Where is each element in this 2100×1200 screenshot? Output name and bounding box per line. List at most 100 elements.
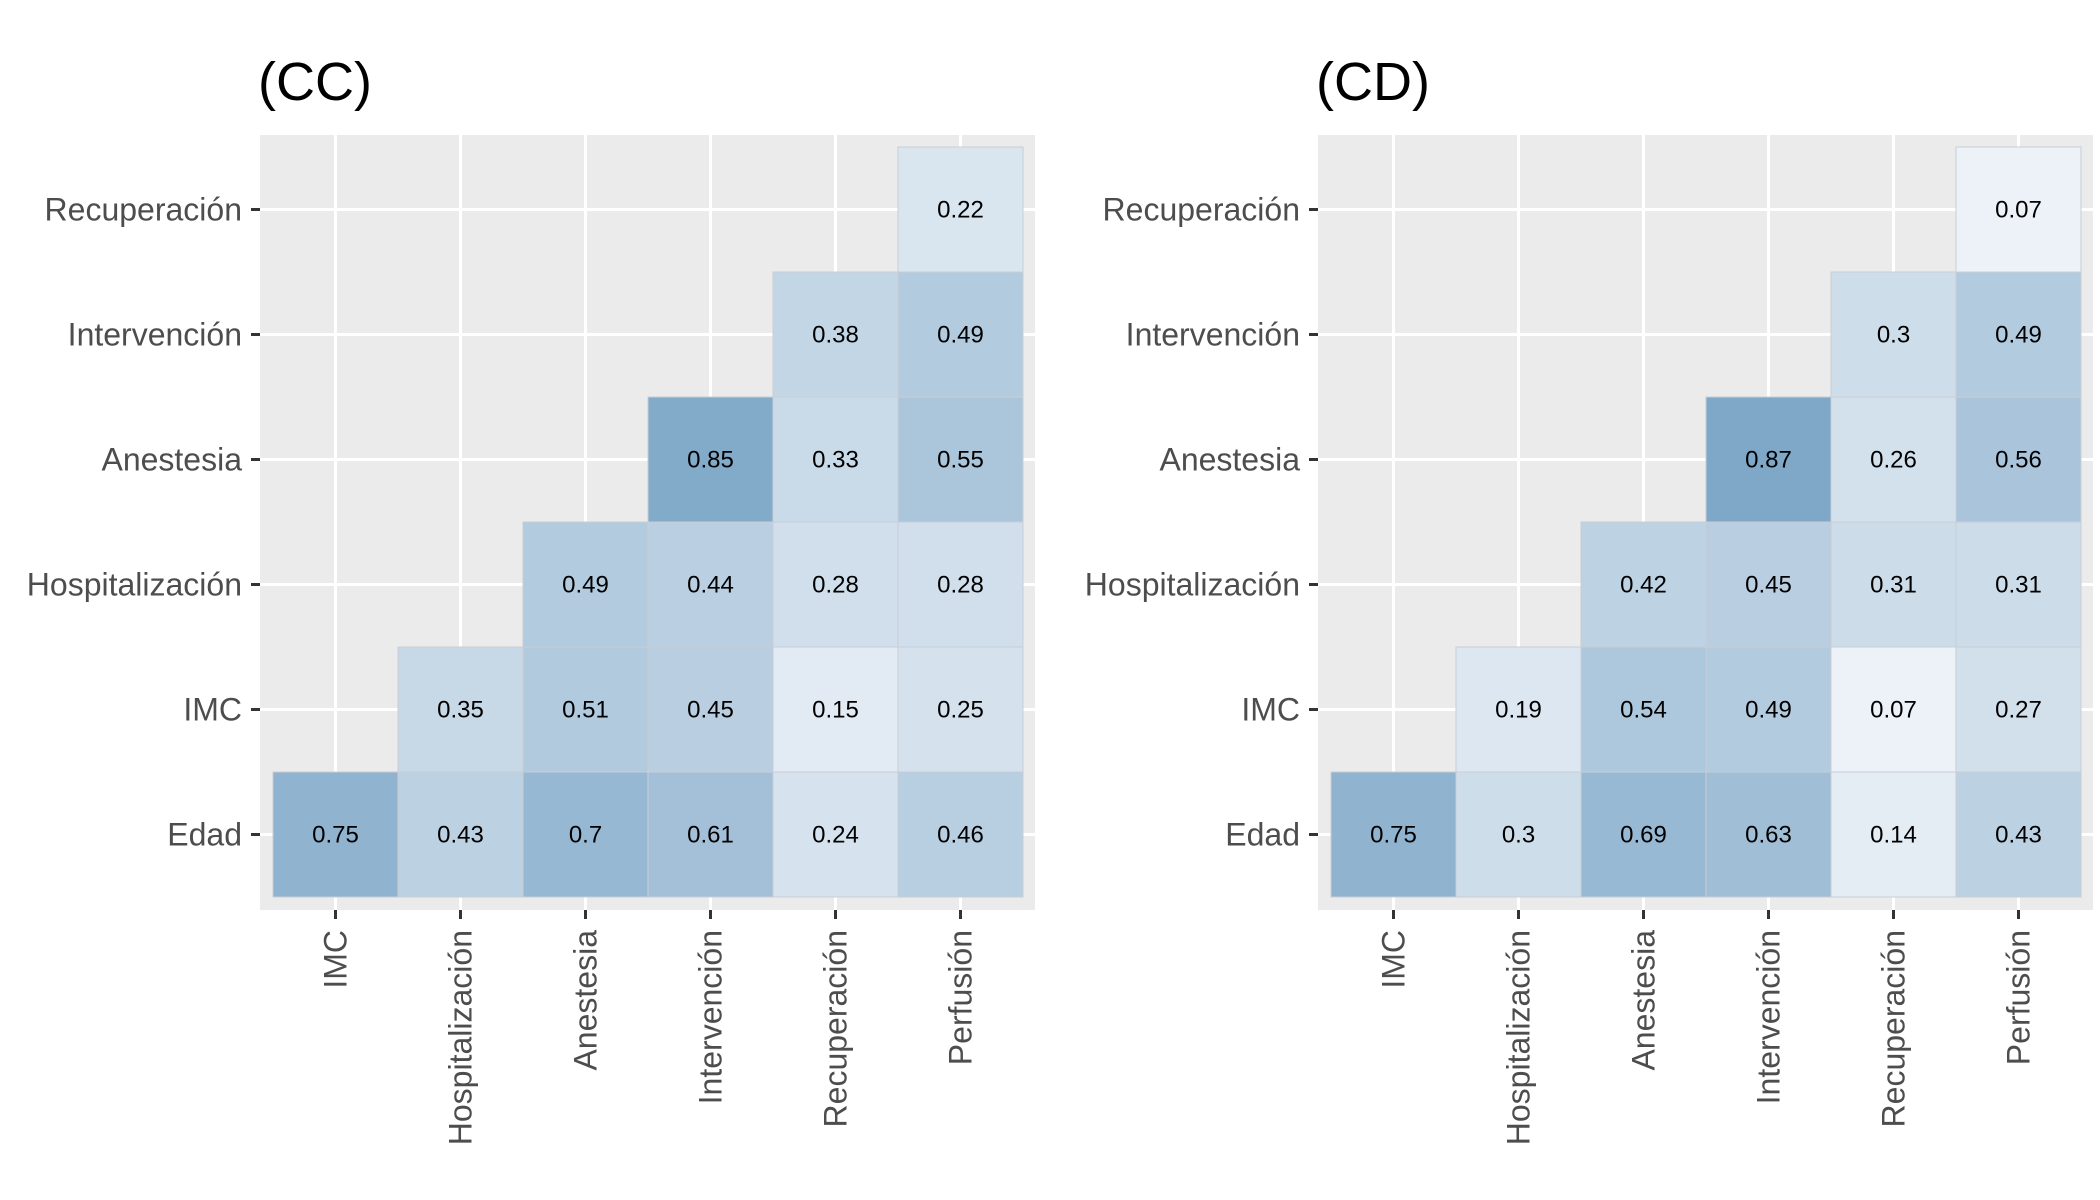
- cell-value-label: 0.44: [687, 572, 734, 599]
- y-tick-label-recuperacion: Recuperación: [1103, 192, 1300, 228]
- cell-value-label: 0.75: [1370, 822, 1417, 849]
- x-tick-label-imc: IMC: [318, 930, 354, 989]
- heatmap-cell: [897, 396, 1024, 523]
- cell-value-label: 0.31: [1995, 572, 2042, 599]
- heatmap-cell: [897, 521, 1024, 648]
- y-tick-label-recuperacion: Recuperación: [45, 192, 242, 228]
- cell-value-label: 0.45: [687, 697, 734, 724]
- heatmap-cell: [1580, 646, 1707, 773]
- cell-value-label: 0.85: [687, 447, 734, 474]
- cell-value-label: 0.69: [1620, 822, 1667, 849]
- x-tick-label-perfusion: Perfusión: [2001, 930, 2037, 1065]
- cell-value-label: 0.51: [562, 697, 609, 724]
- cell-value-label: 0.61: [687, 822, 734, 849]
- heatmap-cell: [897, 271, 1024, 398]
- heatmap-panel-cd: (CD) 0.75 0.3 0.69 0.63 0.14 0.43 0.19 0.54 0.49 0…: [1085, 52, 2093, 1145]
- cell-value-label: 0.42: [1620, 572, 1667, 599]
- cell-value-label: 0.28: [937, 572, 984, 599]
- y-tick-label-hospitalizacion: Hospitalización: [1085, 567, 1300, 603]
- y-tick-label-edad: Edad: [1225, 817, 1300, 853]
- heatmap-cell: [272, 771, 399, 898]
- heatmap-cell: [772, 521, 899, 648]
- cell-value-label: 0.43: [1995, 822, 2042, 849]
- heatmap-cell: [1830, 271, 1957, 398]
- heatmap-cell: [1580, 521, 1707, 648]
- heatmap-cell: [1330, 771, 1457, 898]
- cell-value-label: 0.24: [812, 822, 859, 849]
- y-tick-label-edad: Edad: [167, 817, 242, 853]
- heatmap-cell: [647, 646, 774, 773]
- y-tick-label-intervencion: Intervención: [1126, 317, 1300, 353]
- heatmap-cell: [1580, 771, 1707, 898]
- heatmap-cell: [897, 771, 1024, 898]
- heatmap-cell: [1705, 521, 1832, 648]
- cell-value-label: 0.07: [1870, 697, 1917, 724]
- heatmap-cell: [1955, 271, 2082, 398]
- heatmap-cell: [647, 521, 774, 648]
- x-tick-label-recuperacion: Recuperación: [818, 930, 854, 1127]
- y-tick-label-intervencion: Intervención: [68, 317, 242, 353]
- x-tick-label-anestesia: Anestesia: [1626, 930, 1662, 1071]
- heatmap-panel-cc: (CC) 0.75 0.43 0.7 0.61 0.24 0.46 0.35 0.51 0.45 0…: [27, 52, 1035, 1145]
- cell-value-label: 0.75: [312, 822, 359, 849]
- cell-value-label: 0.56: [1995, 447, 2042, 474]
- cell-value-label: 0.49: [937, 322, 984, 349]
- cell-value-label: 0.49: [1995, 322, 2042, 349]
- heatmap-cell: [522, 521, 649, 648]
- heatmap-cell: [772, 771, 899, 898]
- panel-title: (CD): [1316, 52, 1430, 112]
- heatmap-cell: [1455, 646, 1582, 773]
- cell-value-label: 0.63: [1745, 822, 1792, 849]
- x-tick-label-recuperacion: Recuperación: [1876, 930, 1912, 1127]
- heatmap-cell: [1830, 771, 1957, 898]
- heatmap-cell: [772, 271, 899, 398]
- cell-value-label: 0.19: [1495, 697, 1542, 724]
- cell-value-label: 0.87: [1745, 447, 1792, 474]
- x-tick-label-anestesia: Anestesia: [568, 930, 604, 1071]
- heatmap-cell: [1705, 396, 1832, 523]
- x-tick-label-imc: IMC: [1376, 930, 1412, 989]
- cell-value-label: 0.7: [569, 822, 602, 849]
- cell-value-label: 0.31: [1870, 572, 1917, 599]
- cell-value-label: 0.49: [1745, 697, 1792, 724]
- cell-value-label: 0.45: [1745, 572, 1792, 599]
- heatmap-cell: [1830, 396, 1957, 523]
- x-tick-label-perfusion: Perfusión: [943, 930, 979, 1065]
- cell-value-label: 0.27: [1995, 697, 2042, 724]
- heatmap-cell: [522, 646, 649, 773]
- cell-value-label: 0.3: [1877, 322, 1910, 349]
- x-tick-label-hospitalizacion: Hospitalización: [1501, 930, 1537, 1145]
- cell-value-label: 0.25: [937, 697, 984, 724]
- y-tick-label-anestesia: Anestesia: [1159, 442, 1300, 478]
- cell-value-label: 0.15: [812, 697, 859, 724]
- heatmap-cell: [1830, 521, 1957, 648]
- cell-value-label: 0.33: [812, 447, 859, 474]
- y-tick-label-imc: IMC: [1241, 692, 1300, 728]
- heatmap-cell: [1705, 771, 1832, 898]
- cell-value-label: 0.54: [1620, 697, 1667, 724]
- y-tick-label-hospitalizacion: Hospitalización: [27, 567, 242, 603]
- cell-value-label: 0.35: [437, 697, 484, 724]
- cell-value-label: 0.46: [937, 822, 984, 849]
- x-tick-label-intervencion: Intervención: [1751, 930, 1787, 1104]
- x-tick-label-hospitalizacion: Hospitalización: [443, 930, 479, 1145]
- heatmap-cell: [1955, 646, 2082, 773]
- cell-value-label: 0.07: [1995, 197, 2042, 224]
- y-tick-label-anestesia: Anestesia: [101, 442, 242, 478]
- cell-value-label: 0.22: [937, 197, 984, 224]
- heatmap-cell: [647, 771, 774, 898]
- heatmap-cell: [772, 646, 899, 773]
- cell-value-label: 0.55: [937, 447, 984, 474]
- heatmap-cell: [1705, 646, 1832, 773]
- heatmap-cell: [772, 396, 899, 523]
- heatmap-cell: [1955, 146, 2082, 273]
- heatmap-cell: [897, 146, 1024, 273]
- panel-title: (CC): [258, 52, 372, 112]
- cell-value-label: 0.3: [1502, 822, 1535, 849]
- x-tick-label-intervencion: Intervención: [693, 930, 729, 1104]
- cell-value-label: 0.26: [1870, 447, 1917, 474]
- heatmap-cell: [1955, 396, 2082, 523]
- heatmap-cell: [897, 646, 1024, 773]
- heatmap-cell: [522, 771, 649, 898]
